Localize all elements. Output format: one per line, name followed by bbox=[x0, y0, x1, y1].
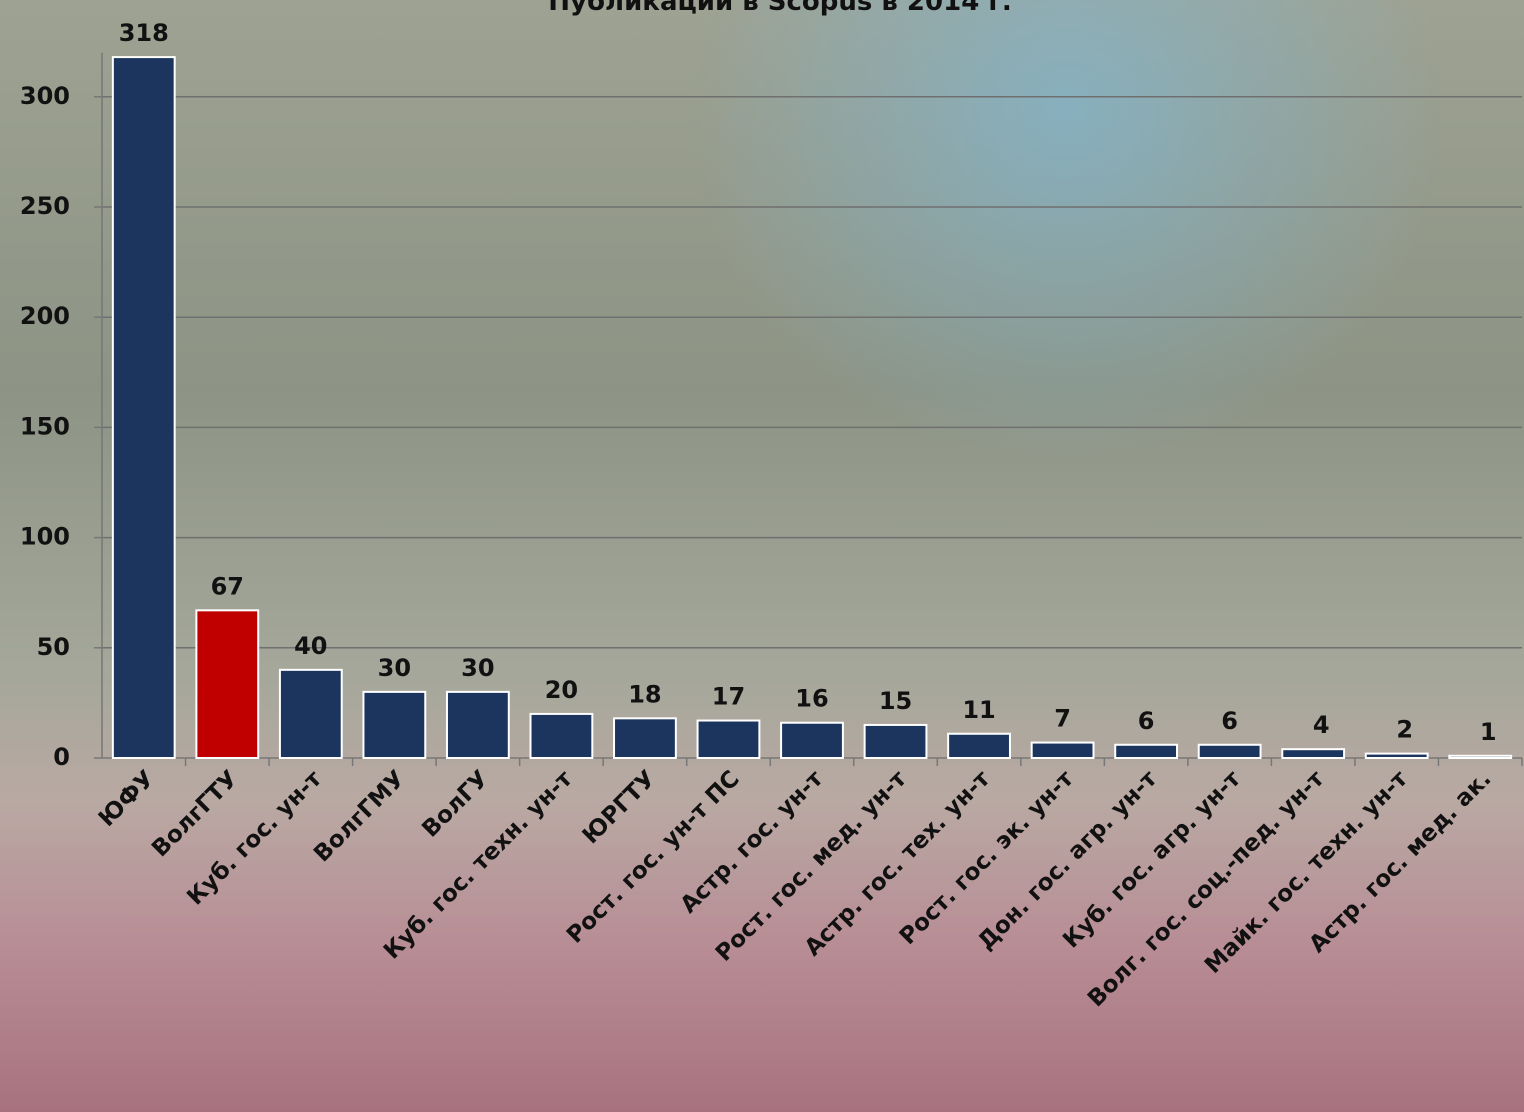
bar bbox=[1199, 745, 1261, 758]
bar bbox=[363, 692, 425, 758]
value-label: 4 bbox=[1313, 711, 1330, 739]
value-label: 18 bbox=[628, 680, 661, 708]
y-tick-label: 150 bbox=[20, 412, 70, 440]
bar bbox=[1032, 743, 1094, 758]
value-label: 6 bbox=[1221, 707, 1238, 735]
bar bbox=[1449, 756, 1511, 758]
value-label: 16 bbox=[795, 685, 828, 713]
y-tick-label: 50 bbox=[37, 633, 70, 661]
value-label: 30 bbox=[461, 654, 494, 682]
y-tick-label: 100 bbox=[20, 523, 70, 551]
bar bbox=[280, 670, 342, 758]
bar bbox=[698, 721, 760, 758]
bar bbox=[948, 734, 1010, 758]
chart: Публикации в Scopus в 2014 г. 0 50 100 150 2… bbox=[0, 0, 1524, 1112]
value-label: 17 bbox=[712, 683, 745, 711]
value-label: 40 bbox=[294, 632, 327, 660]
bar bbox=[1366, 754, 1428, 758]
bar bbox=[447, 692, 509, 758]
value-label: 2 bbox=[1396, 716, 1413, 744]
bar bbox=[865, 725, 927, 758]
x-tick-label: ЮРГТУ bbox=[578, 766, 662, 850]
value-label: 1 bbox=[1480, 718, 1497, 746]
value-label: 30 bbox=[378, 654, 411, 682]
value-label: 15 bbox=[879, 687, 912, 715]
bar bbox=[1115, 745, 1177, 758]
bar bbox=[531, 714, 593, 758]
y-tick-label: 0 bbox=[53, 743, 70, 771]
chart-title: Публикации в Scopus в 2014 г. bbox=[548, 0, 1012, 17]
bar bbox=[781, 723, 843, 758]
y-tick-label: 250 bbox=[20, 192, 70, 220]
y-tick-label: 200 bbox=[20, 302, 70, 330]
bar bbox=[196, 610, 258, 758]
bar bbox=[113, 57, 175, 758]
y-tick-label: 300 bbox=[20, 82, 70, 110]
x-tick-label: ВолгГМУ bbox=[309, 766, 411, 868]
bar bbox=[614, 718, 676, 758]
x-tick-label: ЮФУ bbox=[94, 766, 160, 832]
value-label: 318 bbox=[119, 19, 169, 47]
bar bbox=[1282, 749, 1344, 758]
x-tick-label: Астр. гос. ун-т bbox=[676, 765, 829, 918]
value-label: 7 bbox=[1054, 705, 1071, 733]
value-label: 20 bbox=[545, 676, 578, 704]
value-label: 6 bbox=[1138, 707, 1155, 735]
slide: Публикации в Scopus в 2014 г. 0 50 100 150 2… bbox=[0, 0, 1524, 1112]
value-label: 67 bbox=[211, 572, 244, 600]
x-tick-label: ВолГУ bbox=[417, 766, 494, 843]
value-label: 11 bbox=[962, 696, 995, 724]
